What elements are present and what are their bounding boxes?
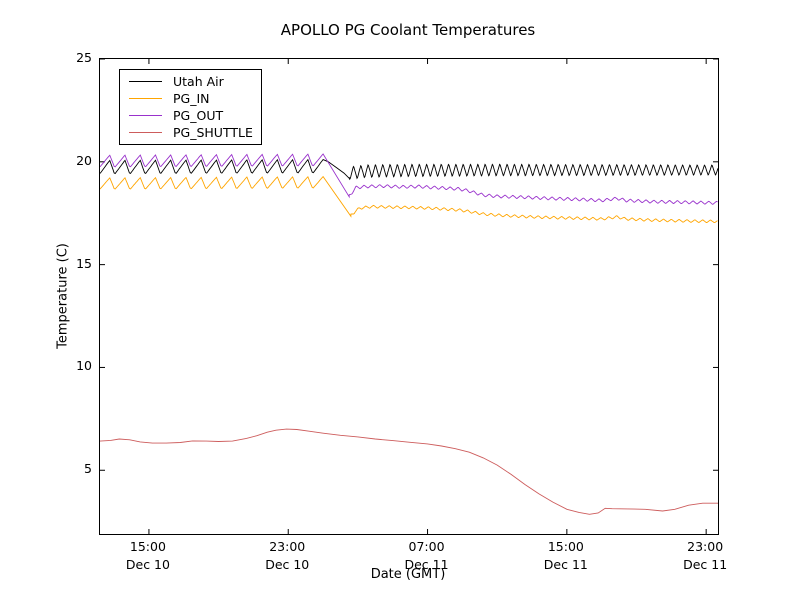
y-tick-label: 15 <box>76 255 92 271</box>
legend-line-sample <box>129 81 162 82</box>
series-line-pg-shuttle <box>100 428 718 515</box>
legend: Utah Air PG_IN PG_OUT PG_SHUTTLE <box>119 69 262 145</box>
legend-label: PG_IN <box>173 91 210 106</box>
x-tick-label: 23:00 Dec 10 <box>265 539 310 572</box>
chart-title: APOLLO PG Coolant Temperatures <box>280 21 536 39</box>
legend-entry: PG_IN <box>120 90 253 107</box>
y-tick-label: 20 <box>76 152 92 168</box>
y-tick-label: 10 <box>76 358 92 374</box>
series-line-pg-out <box>100 153 718 205</box>
legend-label: Utah Air <box>173 74 224 89</box>
x-tick-label: 07:00 Dec 11 <box>404 539 449 572</box>
y-tick-label: 5 <box>84 461 92 477</box>
x-axis-label: Date (GMT) <box>370 567 446 582</box>
plot-area: Utah Air PG_IN PG_OUT PG_SHUTTLE <box>99 58 719 535</box>
x-tick-label: 15:00 Dec 10 <box>125 539 170 572</box>
y-tick-label: 25 <box>76 50 92 65</box>
legend-line-sample <box>129 115 162 116</box>
legend-label: PG_OUT <box>173 108 224 123</box>
legend-entry: PG_OUT <box>120 107 253 124</box>
legend-line-sample <box>129 132 162 133</box>
legend-label: PG_SHUTTLE <box>173 125 253 140</box>
x-tick-label: 23:00 Dec 11 <box>683 539 728 572</box>
legend-entry: PG_SHUTTLE <box>120 124 253 141</box>
plot-canvas <box>100 59 718 534</box>
series-line-utah-air <box>100 158 718 181</box>
legend-line-sample <box>129 98 162 99</box>
x-tick-label: 15:00 Dec 11 <box>543 539 588 572</box>
series-line-pg-in <box>100 175 718 224</box>
legend-entry: Utah Air <box>120 73 253 90</box>
